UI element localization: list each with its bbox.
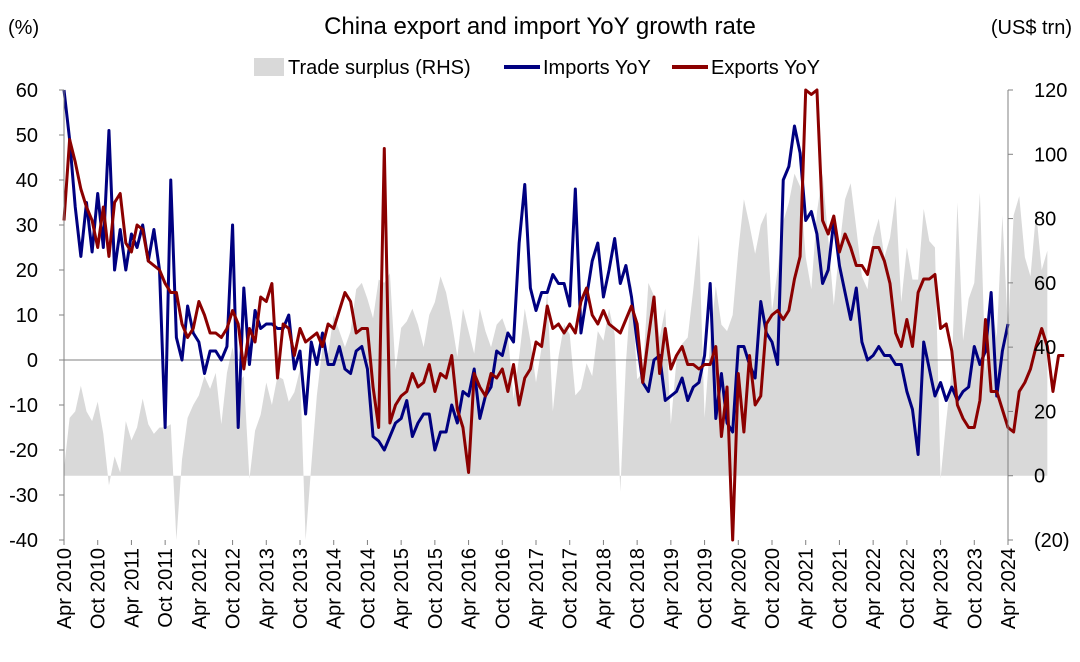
left-tick-label: 20: [16, 260, 38, 282]
imports-yoy-line: [62, 89, 1010, 456]
right-axis-unit: (US$ trn): [991, 17, 1072, 39]
left-tick-label: 10: [16, 305, 38, 327]
x-axis-ticks: Apr 2010 Oct 2010 Apr 2011 Oct 2011 Apr 2012…: [54, 540, 1020, 629]
left-tick-label: 30: [16, 215, 38, 237]
x-tick-label: Oct 2010: [88, 548, 110, 629]
x-tick-label: Apr 2012: [189, 548, 211, 629]
x-tick-label: Oct 2017: [560, 548, 582, 629]
legend-swatch-trade-surplus: [254, 58, 284, 76]
trade-surplus-rhs-area: [64, 173, 1048, 540]
right-tick-label: 20: [1034, 401, 1056, 423]
series-line-layer: [62, 88, 1065, 542]
x-tick-label: Oct 2013: [290, 548, 312, 629]
chart-title: China export and import YoY growth rate: [324, 13, 756, 40]
x-tick-label: Apr 2016: [459, 548, 481, 629]
right-tick-label: 120: [1034, 80, 1067, 102]
right-tick-label: 100: [1034, 144, 1067, 166]
x-tick-label: Apr 2020: [728, 548, 750, 629]
left-tick-label: 50: [16, 125, 38, 147]
x-tick-label: Oct 2021: [829, 548, 851, 629]
x-tick-label: Oct 2015: [425, 548, 447, 629]
x-tick-label: Oct 2011: [155, 548, 177, 628]
x-tick-label: Apr 2013: [256, 548, 278, 629]
left-axis-ticks: 60 50 40 30 20 10 0 -10 -20 -30 -40: [9, 80, 64, 552]
x-tick-label: Apr 2018: [593, 548, 615, 629]
right-axis-ticks: 120 100 80 60 40 20 0 (20): [1008, 80, 1070, 552]
legend: Trade surplus (RHS) Imports YoY Exports …: [254, 57, 820, 79]
legend-label-imports: Imports YoY: [543, 57, 651, 79]
x-tick-label: Apr 2019: [661, 548, 683, 629]
x-tick-label: Apr 2017: [526, 548, 548, 629]
left-tick-label: -10: [9, 395, 38, 417]
x-tick-label: Oct 2019: [695, 548, 717, 629]
left-axis-unit: (%): [8, 17, 39, 39]
x-tick-label: Apr 2021: [796, 548, 818, 629]
right-tick-label: 80: [1034, 209, 1056, 231]
left-tick-label: 0: [27, 350, 38, 372]
left-tick-label: -40: [9, 530, 38, 552]
x-tick-label: Apr 2024: [998, 548, 1020, 629]
x-tick-label: Apr 2010: [54, 548, 76, 629]
exports-yoy-line: [62, 88, 1065, 542]
right-tick-label: 60: [1034, 273, 1056, 295]
x-tick-label: Oct 2012: [223, 548, 245, 629]
legend-label-trade-surplus: Trade surplus (RHS): [288, 57, 471, 79]
x-tick-label: Oct 2022: [897, 548, 919, 629]
x-tick-label: Apr 2011: [121, 548, 143, 628]
left-tick-label: -30: [9, 485, 38, 507]
x-tick-label: Apr 2023: [931, 548, 953, 629]
x-tick-label: Oct 2018: [627, 548, 649, 629]
x-tick-label: Apr 2022: [863, 548, 885, 629]
x-tick-label: Apr 2015: [391, 548, 413, 629]
trade-surplus-area-layer: [64, 173, 1048, 540]
right-tick-label: 40: [1034, 337, 1056, 359]
left-tick-label: 40: [16, 170, 38, 192]
right-tick-label: (20): [1034, 530, 1070, 552]
legend-label-exports: Exports YoY: [711, 57, 820, 79]
right-tick-label: 0: [1034, 466, 1045, 488]
x-tick-label: Oct 2023: [964, 548, 986, 629]
x-tick-label: Oct 2016: [492, 548, 514, 629]
x-tick-label: Oct 2014: [357, 548, 379, 629]
x-tick-label: Apr 2014: [324, 548, 346, 629]
left-tick-label: 60: [16, 80, 38, 102]
x-tick-label: Oct 2020: [762, 548, 784, 629]
left-tick-label: -20: [9, 440, 38, 462]
